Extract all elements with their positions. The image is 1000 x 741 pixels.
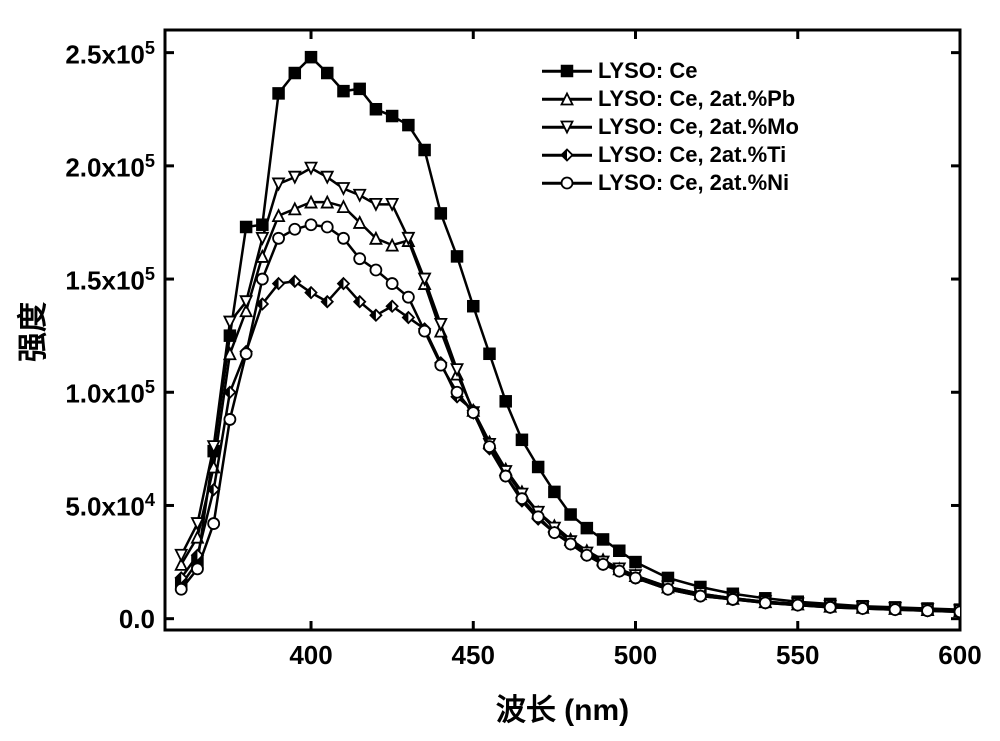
x-tick-label: 550 [768, 640, 828, 671]
legend-label: LYSO: Ce, 2at.%Mo [598, 114, 799, 140]
legend-label: LYSO: Ce, 2at.%Ti [598, 142, 786, 168]
x-tick-label: 600 [930, 640, 990, 671]
y-tick-label: 1.5x105 [65, 264, 155, 297]
legend-label: LYSO: Ce, 2at.%Pb [598, 86, 795, 112]
y-tick-label: 0.0 [119, 604, 155, 635]
legend-item: LYSO: Ce, 2at.%Pb [542, 86, 799, 112]
y-tick-label: 1.0x105 [65, 377, 155, 410]
y-tick-label: 5.0x104 [65, 490, 155, 523]
legend-label: LYSO: Ce, 2at.%Ni [598, 170, 789, 196]
legend-item: LYSO: Ce, 2at.%Ni [542, 170, 799, 196]
x-tick-label: 450 [443, 640, 503, 671]
y-tick-label: 2.0x105 [65, 151, 155, 184]
legend: LYSO: CeLYSO: Ce, 2at.%PbLYSO: Ce, 2at.%… [530, 48, 811, 206]
legend-item: LYSO: Ce [542, 58, 799, 84]
legend-item: LYSO: Ce, 2at.%Mo [542, 114, 799, 140]
legend-item: LYSO: Ce, 2at.%Ti [542, 142, 799, 168]
y-tick-label: 2.5x105 [65, 38, 155, 71]
x-tick-label: 500 [606, 640, 666, 671]
x-tick-label: 400 [281, 640, 341, 671]
chart-container: 强度 波长 (nm) 0.05.0x1041.0x1051.5x1052.0x1… [0, 0, 1000, 741]
legend-label: LYSO: Ce [598, 58, 697, 84]
